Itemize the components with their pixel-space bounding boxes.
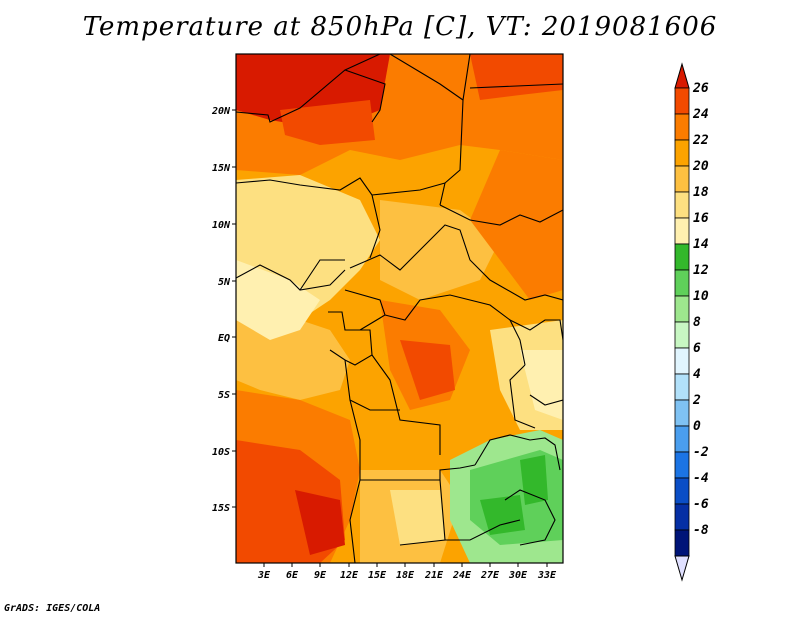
colorbar-level-label: 8	[693, 315, 701, 330]
lat-label: 5N	[218, 277, 231, 288]
colorbar-box	[674, 503, 690, 531]
boundaries	[236, 54, 563, 563]
colorbar-level-label: 10	[693, 289, 709, 304]
colorbar-box	[674, 529, 690, 557]
colorbar-level-label: 12	[693, 263, 709, 278]
lon-labels: 3E 6E 9E 12E 15E 18E 21E 24E 27E 30E 33E	[257, 570, 557, 581]
colorbar-level-label: 16	[693, 211, 709, 226]
colorbar-level-label: 4	[693, 367, 701, 382]
lon-label: 30E	[508, 570, 528, 581]
map-frame	[235, 53, 564, 564]
lon-label: 6E	[286, 570, 299, 581]
colorbar-level-label: 26	[692, 81, 709, 96]
colorbar-level-label: 2	[692, 393, 701, 408]
lat-label: EQ	[218, 333, 230, 344]
colorbar-level-label: -4	[693, 471, 709, 486]
colorbar-level-label: 22	[692, 133, 709, 148]
colorbar-bottom-arrow	[674, 555, 690, 582]
colorbar-level-label: -8	[693, 523, 709, 538]
lon-label: 15E	[368, 570, 387, 581]
colorbar-box	[674, 373, 690, 401]
lon-label: 24E	[452, 570, 472, 581]
colorbar-box	[674, 165, 690, 193]
colorbar-level-label: 24	[692, 107, 709, 122]
colorbar-level-label: -2	[693, 445, 709, 460]
colorbar-box	[674, 217, 690, 245]
lon-label: 21E	[424, 570, 444, 581]
colorbar-box	[674, 477, 690, 505]
lon-label: 27E	[480, 570, 500, 581]
colorbar-box	[674, 295, 690, 323]
colorbar	[674, 62, 690, 582]
colorbar-level-label: 18	[693, 185, 709, 200]
colorbar-box	[674, 269, 690, 297]
colorbar-box	[674, 425, 690, 453]
credit-text: GrADS: IGES/COLA	[4, 603, 101, 614]
colorbar-level-label: 20	[692, 159, 709, 174]
lat-label: 20N	[211, 106, 231, 117]
lon-label: 18E	[396, 570, 415, 581]
temperature-field	[236, 54, 563, 563]
lat-ticks	[232, 109, 236, 508]
lon-ticks	[263, 563, 548, 567]
lon-label: 12E	[340, 570, 359, 581]
lat-label: 15S	[212, 503, 230, 514]
colorbar-top-arrow	[674, 62, 690, 89]
colorbar-box	[674, 451, 690, 479]
colorbar-box	[674, 399, 690, 427]
colorbar-box	[674, 243, 690, 271]
lon-label: 3E	[257, 570, 271, 581]
lat-label: 15N	[212, 163, 231, 174]
lat-label: 5S	[218, 390, 230, 401]
colorbar-level-label: 0	[693, 419, 701, 434]
colorbar-box	[674, 139, 690, 167]
chart-title: Temperature at 850hPa [C], VT: 201908160…	[82, 12, 718, 42]
colorbar-box	[674, 191, 690, 219]
colorbar-box	[674, 347, 690, 375]
colorbar-level-label: 14	[693, 237, 709, 252]
lat-label: 10S	[212, 447, 230, 458]
colorbar-box	[674, 87, 690, 115]
colorbar-box	[674, 321, 690, 349]
lat-labels: 20N 15N 10N 5N EQ 5S 10S 15S	[211, 106, 231, 514]
colorbar-level-label: -6	[693, 497, 709, 512]
lon-label: 33E	[537, 570, 557, 581]
colorbar-level-label: 6	[693, 341, 701, 356]
colorbar-box	[674, 113, 690, 141]
lat-label: 10N	[212, 220, 231, 231]
lon-label: 9E	[314, 570, 327, 581]
